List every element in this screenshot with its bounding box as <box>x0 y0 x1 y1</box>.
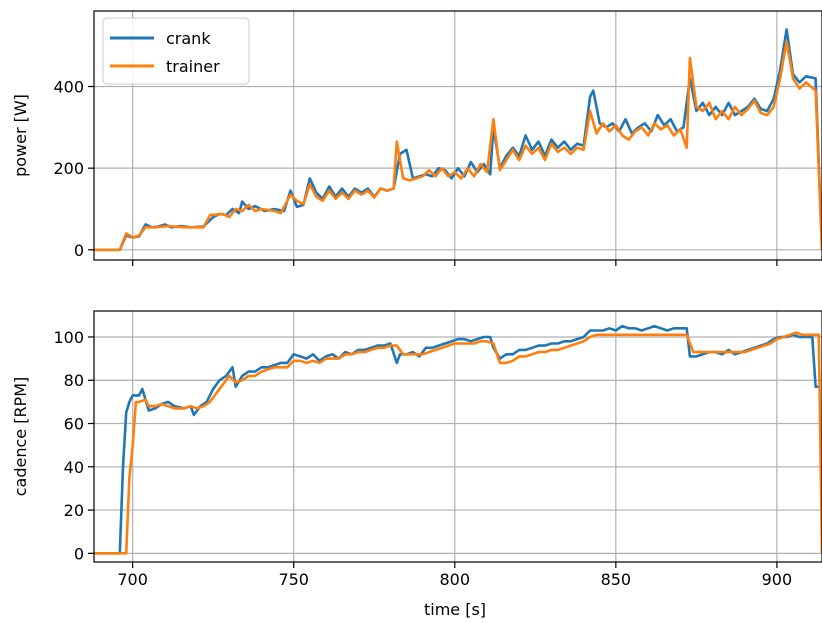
cadence-series-crank <box>94 324 819 555</box>
legend: crank trainer <box>102 17 250 85</box>
power-y-tick-label: 200 <box>53 159 84 178</box>
x-tick-label: 700 <box>117 570 148 589</box>
x-tick-label: 750 <box>278 570 309 589</box>
x-tick-label: 850 <box>601 570 632 589</box>
cadence-y-tick-label: 60 <box>64 415 84 434</box>
power-panel: 0 200 400 power [W] <box>11 10 822 266</box>
power-series-crank <box>94 28 822 252</box>
x-tick-label: 800 <box>440 570 471 589</box>
legend-label-crank: crank <box>166 29 211 48</box>
cadence-y-tick-label: 100 <box>53 328 84 347</box>
power-y-tick-label: 400 <box>53 78 84 97</box>
time-x-axis-label: time [s] <box>424 600 486 619</box>
x-tick-label: 900 <box>762 570 793 589</box>
power-y-axis-label: power [W] <box>11 94 30 177</box>
cadence-y-tick-label: 20 <box>64 501 84 520</box>
power-y-tick-label: 0 <box>74 241 84 260</box>
legend-label-trainer: trainer <box>166 57 220 76</box>
cadence-y-tick-label: 80 <box>64 371 84 390</box>
cadence-panel: 700 750 800 850 900 0 20 40 60 80 100 cadence [RPM… <box>11 310 822 619</box>
cadence-y-tick-label: 40 <box>64 458 84 477</box>
cadence-y-axis-label: cadence [RPM] <box>11 377 30 497</box>
cadence-plot-frame <box>93 310 822 563</box>
cadence-y-tick-label: 0 <box>74 544 84 563</box>
power-series-trainer <box>94 40 822 252</box>
power-plot-frame <box>93 10 822 261</box>
cadence-series-trainer <box>94 331 822 555</box>
